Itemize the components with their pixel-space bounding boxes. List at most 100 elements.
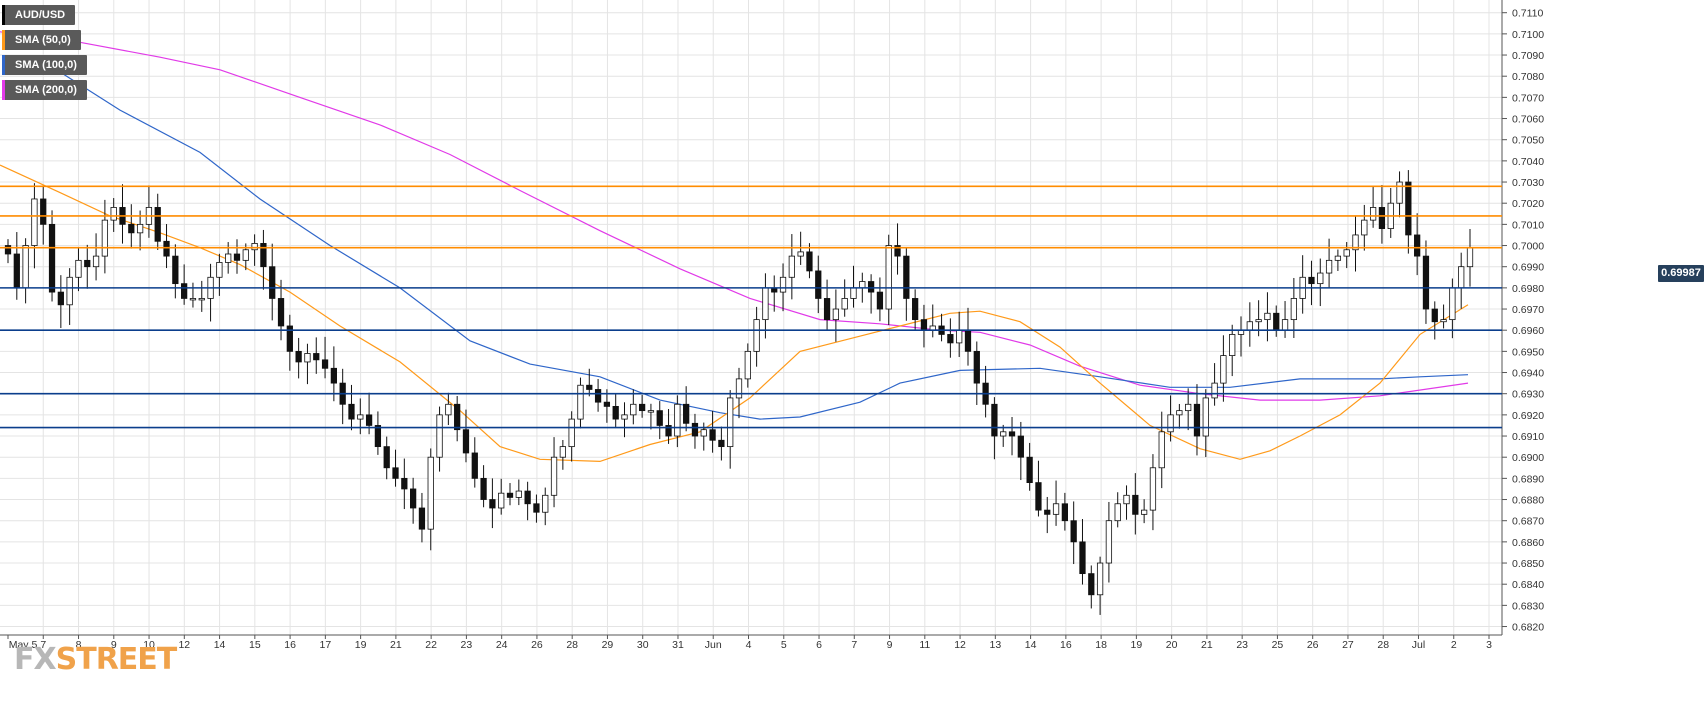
candle-body: [1361, 219, 1368, 236]
candle-body: [48, 223, 56, 293]
y-tick-label: 0.7080: [1512, 71, 1544, 83]
y-tick-label: 0.7000: [1512, 241, 1544, 253]
candle-body: [1343, 249, 1350, 257]
candle-body: [788, 255, 795, 278]
candle-body: [665, 425, 672, 437]
x-tick-label: 23: [1236, 639, 1248, 651]
candle-body: [1431, 308, 1438, 323]
y-tick-label: 0.7110: [1512, 8, 1543, 20]
candle-body: [1211, 382, 1218, 399]
legend-item-sma200[interactable]: SMA (200,0): [2, 80, 87, 100]
candle-body: [1317, 272, 1324, 285]
candle-body: [401, 477, 408, 490]
candle-body: [568, 418, 575, 448]
candle-body: [198, 298, 205, 301]
candle-body: [727, 397, 734, 448]
candle-body: [903, 255, 910, 299]
legend-item-audusd[interactable]: AUD/USD: [2, 5, 76, 25]
candle-body: [436, 414, 443, 458]
x-tick-label: 17: [320, 639, 332, 651]
candle-body: [1422, 255, 1430, 310]
legend-label: SMA (100,0): [15, 59, 77, 71]
candle-body: [348, 403, 355, 420]
candle-body: [1229, 334, 1236, 356]
candle-body: [823, 298, 831, 321]
x-tick-label: 2: [1451, 639, 1457, 651]
x-tick-label: 21: [390, 639, 402, 651]
y-tick-label: 0.6980: [1512, 283, 1544, 295]
x-tick-label: 12: [178, 639, 190, 651]
logo-fx: FX: [14, 642, 57, 677]
legend-swatch: [2, 30, 5, 50]
legend-swatch: [2, 80, 5, 100]
x-tick-label: 20: [1166, 639, 1178, 651]
logo-street: STREET: [55, 642, 178, 677]
candle-body: [101, 219, 109, 257]
legend-item-sma50[interactable]: SMA (50,0): [2, 30, 81, 50]
x-tick-label: 4: [746, 639, 752, 651]
candle-body: [1070, 520, 1077, 543]
candle-body: [13, 253, 20, 289]
candle-body: [277, 298, 285, 327]
candle-body: [418, 507, 426, 530]
candle-body: [1255, 319, 1262, 323]
x-tick-label: 14: [214, 639, 226, 651]
x-tick-label: 8: [76, 639, 82, 651]
candle-body: [427, 456, 434, 530]
y-tick-label: 0.6930: [1512, 389, 1544, 401]
candle-body: [304, 353, 311, 363]
candle-body: [1334, 255, 1342, 261]
candle-body: [656, 410, 663, 426]
candle-body: [515, 490, 522, 498]
candle-body: [1044, 509, 1051, 515]
legend-label: AUD/USD: [15, 9, 66, 21]
x-tick-label: 7: [851, 639, 857, 651]
candle-body: [1220, 355, 1227, 384]
candle-body: [1017, 435, 1024, 458]
candle-body: [577, 384, 584, 420]
y-tick-label: 0.7010: [1512, 219, 1544, 231]
candle-body: [1167, 414, 1174, 433]
candle-body: [859, 281, 866, 289]
candle-body: [638, 403, 646, 412]
candle-body: [779, 276, 787, 293]
candle-body: [1176, 410, 1183, 416]
x-tick-label: 27: [1342, 639, 1354, 651]
candle-body: [559, 446, 566, 458]
y-tick-label: 0.7040: [1512, 156, 1544, 168]
candle-body: [1096, 562, 1104, 596]
x-tick-label: 29: [602, 639, 614, 651]
y-tick-label: 0.6820: [1512, 622, 1544, 634]
candle-body: [762, 287, 769, 321]
candle-body: [1369, 207, 1377, 221]
x-tick-label: 18: [1095, 639, 1107, 651]
x-tick-label: 30: [637, 639, 649, 651]
y-tick-label: 0.6870: [1512, 516, 1544, 528]
candle-body: [1149, 467, 1157, 511]
y-tick-label: 0.6850: [1512, 558, 1544, 570]
y-tick-label: 0.6950: [1512, 346, 1544, 358]
x-tick-label: 3: [1486, 639, 1492, 651]
candle-body: [1458, 266, 1465, 289]
candle-body: [1414, 234, 1421, 257]
candle-body: [691, 422, 699, 437]
candle-body: [1281, 319, 1289, 331]
candle-body: [110, 207, 117, 221]
candle-body: [1405, 181, 1412, 236]
x-tick-label: 14: [1025, 639, 1037, 651]
candle-body: [1466, 247, 1474, 268]
x-tick-label: 11: [919, 639, 930, 651]
candle-body: [1396, 181, 1403, 204]
y-tick-label: 0.6880: [1512, 495, 1544, 507]
candle-body: [365, 414, 373, 426]
candle-body: [313, 353, 320, 361]
sma-200-line: [0, 31, 1469, 401]
x-tick-label: 13: [989, 639, 1001, 651]
candle-body: [806, 251, 813, 272]
legend: AUD/USD SMA (50,0) SMA (100,0) SMA (200,…: [2, 5, 87, 105]
legend-item-sma100[interactable]: SMA (100,0): [2, 55, 87, 75]
candle-body: [920, 319, 928, 331]
candle-body: [392, 467, 399, 479]
candle-body: [630, 403, 637, 416]
